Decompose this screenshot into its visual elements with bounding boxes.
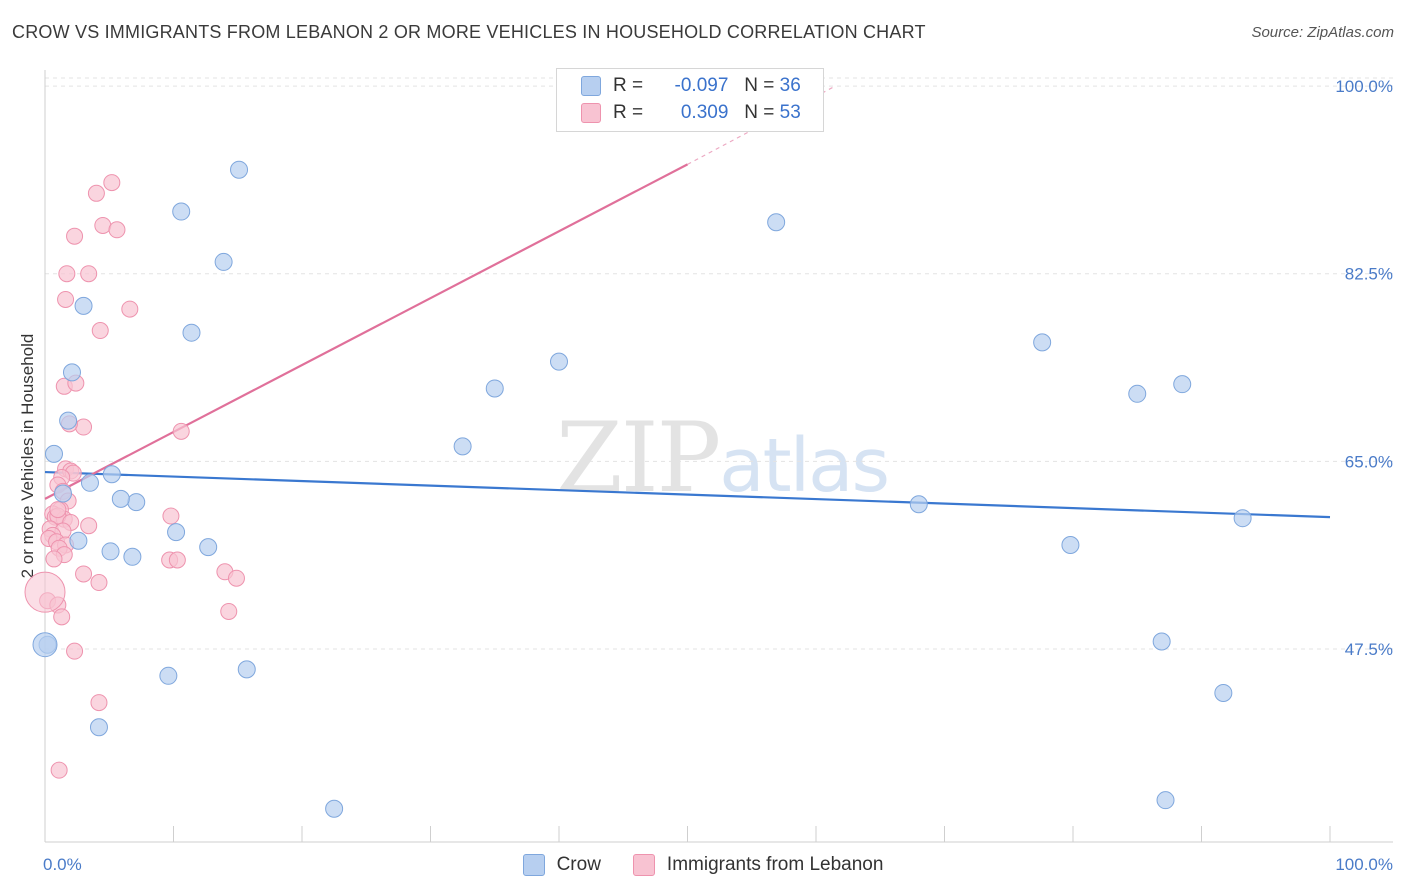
lebanon-point	[80, 265, 98, 283]
legend-swatch-crow	[581, 76, 601, 96]
crow-point	[102, 465, 121, 484]
lebanon-point	[58, 265, 76, 283]
crow-point	[167, 523, 186, 542]
lebanon-point	[162, 507, 180, 525]
lebanon-point	[75, 418, 93, 436]
crow-point	[1128, 384, 1147, 403]
crow-point	[62, 363, 81, 382]
grid-lines	[45, 77, 1393, 650]
legend-n-value-lebanon: 53	[779, 102, 801, 123]
lebanon-point	[227, 569, 245, 587]
crow-point	[80, 473, 99, 492]
lebanon-point	[121, 300, 139, 318]
lebanon-point	[94, 216, 112, 234]
legend-r-label: R =	[613, 102, 644, 123]
series-label-crow: Crow	[556, 854, 601, 875]
crow-point	[230, 160, 249, 179]
crow-point	[159, 666, 178, 685]
data-points	[24, 160, 1252, 818]
crow-point	[1214, 683, 1233, 702]
trend-lines	[44, 85, 1331, 519]
correlation-legend: R = -0.097 N = 36 R = 0.309 N = 53	[556, 68, 824, 132]
crow-point	[237, 660, 256, 679]
y-tick-label: 100.0%	[1335, 77, 1393, 96]
series-legend-crow: Crow	[522, 854, 601, 876]
lebanon-point	[49, 501, 67, 519]
legend-n-label: N =	[744, 102, 775, 123]
crow-point	[453, 437, 472, 456]
x-tick-label-max: 100.0%	[1335, 855, 1393, 874]
watermark-atlas: atlas	[719, 423, 890, 509]
lebanon-point	[90, 694, 108, 712]
source-attribution: Source: ZipAtlas.com	[1251, 24, 1394, 41]
crow-point	[199, 538, 218, 557]
lebanon-point	[66, 642, 84, 660]
lebanon-trend-line	[44, 163, 689, 500]
crow-point	[69, 531, 88, 550]
lebanon-point	[50, 761, 68, 779]
tick-labels: 47.5% 65.0% 82.5% 100.0% 0.0% 100.0%	[43, 77, 1393, 874]
lebanon-point	[75, 565, 93, 583]
crow-point	[111, 489, 130, 508]
lebanon-point	[108, 221, 126, 239]
crow-point	[1233, 509, 1252, 528]
crow-trend-line	[44, 470, 1331, 519]
crow-point	[1173, 375, 1192, 394]
y-tick-label: 65.0%	[1345, 452, 1393, 471]
crow-point	[101, 542, 120, 561]
crow-point	[123, 547, 142, 566]
lebanon-point	[168, 551, 186, 569]
series-legend-lebanon: Immigrants from Lebanon	[632, 854, 884, 876]
legend-r-value-crow: -0.097	[674, 75, 729, 96]
crow-point	[767, 213, 786, 232]
lebanon-point	[80, 517, 98, 535]
legend-row-lebanon: R = 0.309 N = 53	[581, 100, 801, 126]
crow-point	[89, 718, 108, 737]
crow-point	[74, 296, 93, 315]
lebanon-point	[220, 602, 238, 620]
y-tick-label: 82.5%	[1345, 265, 1393, 284]
legend-n-value-crow: 36	[779, 75, 801, 96]
crow-point	[59, 411, 78, 430]
crow-point	[325, 799, 344, 818]
series-label-lebanon: Immigrants from Lebanon	[666, 854, 884, 875]
chart-title: CROW VS IMMIGRANTS FROM LEBANON 2 OR MOR…	[12, 22, 926, 42]
crow-point	[44, 444, 63, 463]
crow-point	[182, 323, 201, 342]
lebanon-point	[90, 574, 108, 592]
x-tick-label-min: 0.0%	[43, 855, 82, 874]
legend-swatch-lebanon	[581, 103, 601, 123]
lebanon-point	[66, 227, 84, 245]
crow-point	[1033, 333, 1052, 352]
legend-r-value-lebanon: 0.309	[680, 102, 729, 123]
series-swatch-crow	[522, 854, 545, 876]
axes	[44, 70, 1393, 843]
crow-point	[172, 202, 191, 221]
lebanon-point	[53, 608, 71, 626]
series-legend: Crow Immigrants from Lebanon	[0, 852, 1406, 878]
lebanon-point	[172, 422, 190, 440]
y-tick-label: 47.5%	[1345, 640, 1393, 659]
legend-r-label: R =	[613, 75, 644, 96]
crow-point	[53, 484, 72, 503]
lebanon-point	[103, 174, 121, 192]
crow-point	[909, 495, 928, 514]
series-swatch-lebanon	[632, 854, 655, 876]
crow-point	[1061, 535, 1080, 554]
lebanon-point-large	[24, 571, 66, 613]
legend-n-label: N =	[744, 75, 775, 96]
crow-point	[214, 252, 233, 271]
lebanon-point	[91, 322, 109, 340]
lebanon-point	[87, 184, 105, 202]
legend-row-crow: R = -0.097 N = 36	[581, 73, 801, 99]
crow-point	[1152, 632, 1171, 651]
crow-point	[550, 352, 568, 371]
lebanon-point	[45, 550, 63, 568]
crow-point	[1156, 791, 1175, 810]
crow-point	[485, 379, 504, 398]
crow-point	[127, 493, 146, 512]
lebanon-point	[57, 290, 75, 308]
crow-point-large	[32, 632, 58, 658]
